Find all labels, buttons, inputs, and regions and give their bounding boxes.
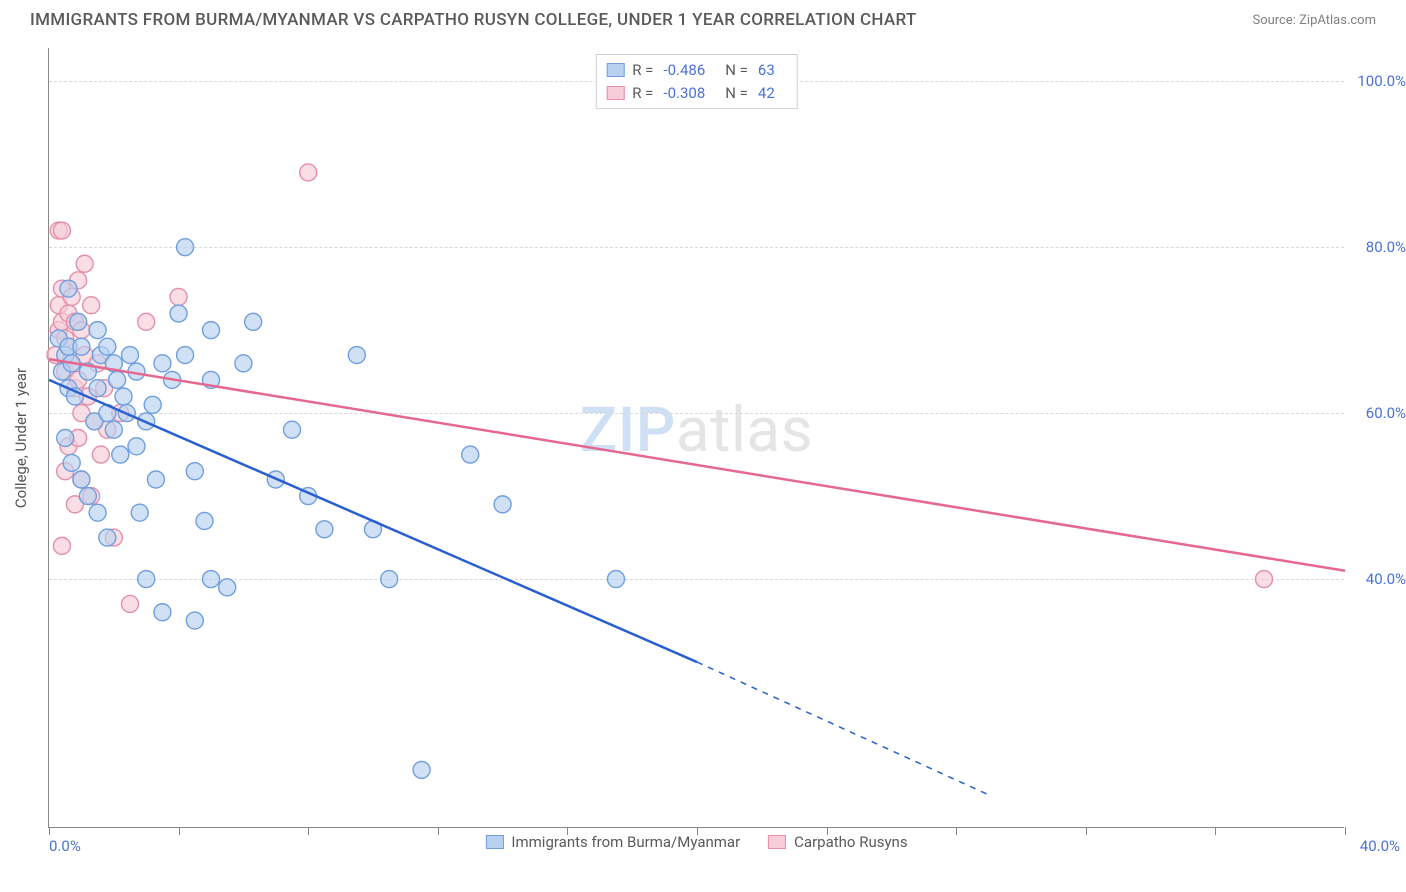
scatter-point [128, 438, 145, 455]
scatter-point [57, 430, 74, 447]
scatter-point [83, 297, 100, 314]
y-tick-label: 100.0% [1350, 72, 1406, 90]
scatter-point [462, 446, 479, 463]
n-label-2: N = [725, 82, 748, 105]
x-tick [956, 827, 957, 835]
y-tick-label: 60.0% [1350, 404, 1406, 422]
scatter-point [105, 421, 122, 438]
swatch-series-1 [606, 63, 624, 77]
scatter-point [300, 164, 317, 181]
regression-line-dashed [697, 662, 989, 795]
legend-series: Immigrants from Burma/Myanmar Carpatho R… [485, 827, 907, 851]
scatter-point [186, 612, 203, 629]
scatter-point [115, 388, 132, 405]
legend-item-1: Immigrants from Burma/Myanmar [485, 833, 740, 851]
scatter-point [131, 504, 148, 521]
scatter-point [196, 512, 213, 529]
x-label-right: 40.0% [1360, 837, 1400, 855]
scatter-point [154, 604, 171, 621]
scatter-point [138, 313, 155, 330]
scatter-point [177, 347, 194, 364]
y-axis-label: College, Under 1 year [12, 367, 30, 507]
scatter-point [177, 239, 194, 256]
title-bar: IMMIGRANTS FROM BURMA/MYANMAR VS CARPATH… [0, 0, 1406, 36]
x-label-left: 0.0% [49, 837, 81, 855]
scatter-point [144, 396, 161, 413]
scatter-point [79, 488, 96, 505]
x-tick [1345, 827, 1346, 835]
scatter-point [63, 454, 80, 471]
scatter-point [381, 571, 398, 588]
scatter-point [154, 355, 171, 372]
x-tick [49, 827, 50, 835]
swatch-bottom-2 [768, 835, 786, 849]
scatter-point [60, 280, 77, 297]
scatter-point [203, 322, 220, 339]
r-label-1: R = [632, 59, 653, 82]
scatter-point [89, 322, 106, 339]
x-tick [438, 827, 439, 835]
legend-row-1: R = -0.486 N = 63 [606, 59, 787, 82]
n-label-1: N = [725, 59, 748, 82]
legend-label-1: Immigrants from Burma/Myanmar [511, 833, 740, 851]
r-value-1: -0.486 [663, 59, 705, 82]
scatter-point [608, 571, 625, 588]
scatter-point [494, 496, 511, 513]
scatter-point [89, 504, 106, 521]
scatter-point [413, 761, 430, 778]
scatter-point [284, 421, 301, 438]
legend-label-2: Carpatho Rusyns [794, 833, 907, 851]
scatter-point [73, 471, 90, 488]
x-tick [1215, 827, 1216, 835]
scatter-point [70, 313, 87, 330]
scatter-point [73, 338, 90, 355]
scatter-point [99, 338, 116, 355]
scatter-point [99, 529, 116, 546]
scatter-point [122, 595, 139, 612]
scatter-point [235, 355, 252, 372]
x-tick [179, 827, 180, 835]
swatch-series-2 [606, 86, 624, 100]
scatter-point [112, 446, 129, 463]
plot-area: College, Under 1 year ZIPatlas 40.0%60.0… [48, 48, 1344, 828]
chart-title: IMMIGRANTS FROM BURMA/MYANMAR VS CARPATH… [30, 10, 917, 30]
legend-correlation: R = -0.486 N = 63 R = -0.308 N = 42 [595, 54, 798, 109]
chart-svg [49, 48, 1344, 827]
legend-row-2: R = -0.308 N = 42 [606, 82, 787, 105]
scatter-point [89, 380, 106, 397]
scatter-point [170, 305, 187, 322]
n-value-1: 63 [758, 59, 775, 82]
x-tick [1086, 827, 1087, 835]
scatter-point [122, 347, 139, 364]
scatter-point [92, 446, 109, 463]
regression-line [49, 380, 697, 662]
scatter-point [316, 521, 333, 538]
scatter-point [186, 463, 203, 480]
scatter-point [170, 288, 187, 305]
scatter-point [53, 537, 70, 554]
y-tick-label: 40.0% [1350, 570, 1406, 588]
scatter-point [138, 571, 155, 588]
y-tick-label: 80.0% [1350, 238, 1406, 256]
scatter-point [1256, 571, 1273, 588]
r-label-2: R = [632, 82, 653, 105]
scatter-point [109, 371, 126, 388]
legend-item-2: Carpatho Rusyns [768, 833, 907, 851]
n-value-2: 42 [758, 82, 775, 105]
scatter-point [245, 313, 262, 330]
scatter-point [219, 579, 236, 596]
x-tick [308, 827, 309, 835]
source-label: Source: ZipAtlas.com [1252, 13, 1376, 28]
scatter-point [53, 222, 70, 239]
scatter-point [348, 347, 365, 364]
scatter-point [147, 471, 164, 488]
swatch-bottom-1 [485, 835, 503, 849]
scatter-point [76, 255, 93, 272]
r-value-2: -0.308 [663, 82, 705, 105]
scatter-point [203, 571, 220, 588]
